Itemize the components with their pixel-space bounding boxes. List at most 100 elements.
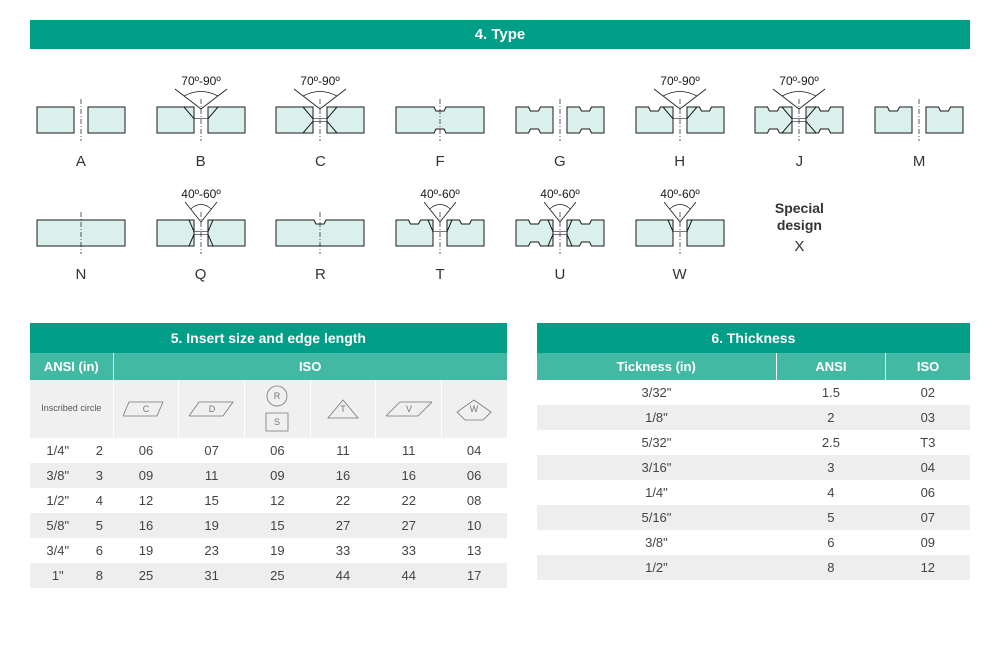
svg-text:70º-90º: 70º-90º xyxy=(780,74,820,88)
type-svg-N xyxy=(31,182,131,262)
shape-col-RS: RS xyxy=(245,380,311,438)
section6-subheader: Tickness (in)ANSIISO xyxy=(537,353,970,380)
iso-cell: 08 xyxy=(442,488,507,513)
s6-cell: 8 xyxy=(776,555,885,580)
s6-cell: 3/8" xyxy=(537,530,777,555)
s6-cell: 1/4" xyxy=(537,480,777,505)
shape-icon-T: T xyxy=(320,396,366,422)
type-svg-M xyxy=(869,69,969,149)
s6-cell: 07 xyxy=(886,505,970,530)
shape-col-C: C xyxy=(113,380,179,438)
s6-cell: 5/32" xyxy=(537,430,777,455)
type-diagram-grid: A70º-90ºB70º-90ºCFG70º-90ºH70º-90ºJMN40º… xyxy=(30,69,970,283)
section5-table: ANSI (in) ISO Inscribed circleCDRSTVW 1/… xyxy=(30,353,507,588)
type-svg-B: 70º-90º xyxy=(151,69,251,149)
section6-table: Tickness (in)ANSIISO 3/32"1.5021/8"2035/… xyxy=(537,353,970,580)
type-svg-T: 40º-60º xyxy=(390,182,490,262)
type-letter-A: A xyxy=(76,153,86,170)
svg-text:V: V xyxy=(406,404,412,414)
type-letter-H: H xyxy=(674,153,685,170)
type-svg-W: 40º-60º xyxy=(630,182,730,262)
iso-cell: 11 xyxy=(179,463,245,488)
iso-cell: 06 xyxy=(442,463,507,488)
type-cell-R: R xyxy=(270,182,372,283)
s6-cell: T3 xyxy=(886,430,970,455)
ic-cell: 1/4" xyxy=(30,438,86,463)
type-letter-R: R xyxy=(315,266,326,283)
inscribed-circle-label: Inscribed circle xyxy=(30,380,113,438)
s6-cell: 12 xyxy=(886,555,970,580)
type-svg-H: 70º-90º xyxy=(630,69,730,149)
iso-cell: 33 xyxy=(310,538,376,563)
tables-row: 5. Insert size and edge length ANSI (in)… xyxy=(30,323,970,588)
table-row: 1/4"2060706111104 xyxy=(30,438,507,463)
section5-header: 5. Insert size and edge length xyxy=(30,323,507,353)
type-cell-N: N xyxy=(30,182,132,283)
table-row: 3/16"304 xyxy=(537,455,970,480)
type-letter-X: X xyxy=(794,238,804,255)
ic-cell: 3/8" xyxy=(30,463,86,488)
type-cell-U: 40º-60º U xyxy=(509,182,611,283)
table-row: 1/8"203 xyxy=(537,405,970,430)
type-cell-F: F xyxy=(389,69,491,170)
type-letter-U: U xyxy=(554,266,565,283)
type-cell-Q: 40º-60ºQ xyxy=(150,182,252,283)
iso-cell: 19 xyxy=(113,538,179,563)
svg-text:40º-60º: 40º-60º xyxy=(540,187,580,201)
type-letter-T: T xyxy=(436,266,445,283)
ansi-cell: 2 xyxy=(86,438,114,463)
table-row: 3/4"6192319333313 xyxy=(30,538,507,563)
svg-text:R: R xyxy=(274,391,281,401)
iso-cell: 23 xyxy=(179,538,245,563)
special-design-text: Specialdesign xyxy=(775,182,824,234)
iso-cell: 09 xyxy=(113,463,179,488)
iso-cell: 19 xyxy=(245,538,311,563)
s6-cell: 1/8" xyxy=(537,405,777,430)
iso-cell: 15 xyxy=(179,488,245,513)
shape-col-T: T xyxy=(310,380,376,438)
section6-header: 6. Thickness xyxy=(537,323,970,353)
type-letter-C: C xyxy=(315,153,326,170)
type-cell-G: G xyxy=(509,69,611,170)
s6-cell: 06 xyxy=(886,480,970,505)
type-letter-J: J xyxy=(796,153,804,170)
s6-cell: 3/16" xyxy=(537,455,777,480)
s6-cell: 6 xyxy=(776,530,885,555)
s6-cell: 02 xyxy=(886,380,970,405)
table-row: 1/4"406 xyxy=(537,480,970,505)
type-cell-C: 70º-90ºC xyxy=(270,69,372,170)
type-svg-R xyxy=(270,182,370,262)
shape-col-D: D xyxy=(179,380,245,438)
shape-col-W: W xyxy=(442,380,507,438)
iso-cell: 15 xyxy=(245,513,311,538)
table-row: 1/2"812 xyxy=(537,555,970,580)
table-row: 3/8"3091109161606 xyxy=(30,463,507,488)
iso-cell: 11 xyxy=(376,438,442,463)
iso-cell: 06 xyxy=(245,438,311,463)
svg-text:40º-60º: 40º-60º xyxy=(420,187,460,201)
iso-cell: 16 xyxy=(376,463,442,488)
iso-cell: 16 xyxy=(310,463,376,488)
shape-icon-W: W xyxy=(451,396,497,422)
s6-cell: 4 xyxy=(776,480,885,505)
shape-icon-S: S xyxy=(254,409,300,435)
type-cell-A: A xyxy=(30,69,132,170)
section5-subheader: ANSI (in) ISO xyxy=(30,353,507,380)
shape-col-V: V xyxy=(376,380,442,438)
iso-cell: 31 xyxy=(179,563,245,588)
type-cell-H: 70º-90º H xyxy=(629,69,731,170)
iso-cell: 44 xyxy=(376,563,442,588)
table-row: 1/2"4121512222208 xyxy=(30,488,507,513)
iso-cell: 16 xyxy=(113,513,179,538)
svg-text:40º-60º: 40º-60º xyxy=(181,187,221,201)
svg-text:70º-90º: 70º-90º xyxy=(181,74,221,88)
s6-cell: 5/16" xyxy=(537,505,777,530)
ansi-col-header: ANSI (in) xyxy=(30,353,113,380)
shape-icon-D: D xyxy=(189,396,235,422)
s6-col-header: Tickness (in) xyxy=(537,353,777,380)
iso-cell: 44 xyxy=(310,563,376,588)
table-row: 5/8"5161915272710 xyxy=(30,513,507,538)
section6-wrap: 6. Thickness Tickness (in)ANSIISO 3/32"1… xyxy=(537,323,970,580)
type-cell-M: M xyxy=(868,69,970,170)
type-letter-W: W xyxy=(673,266,687,283)
